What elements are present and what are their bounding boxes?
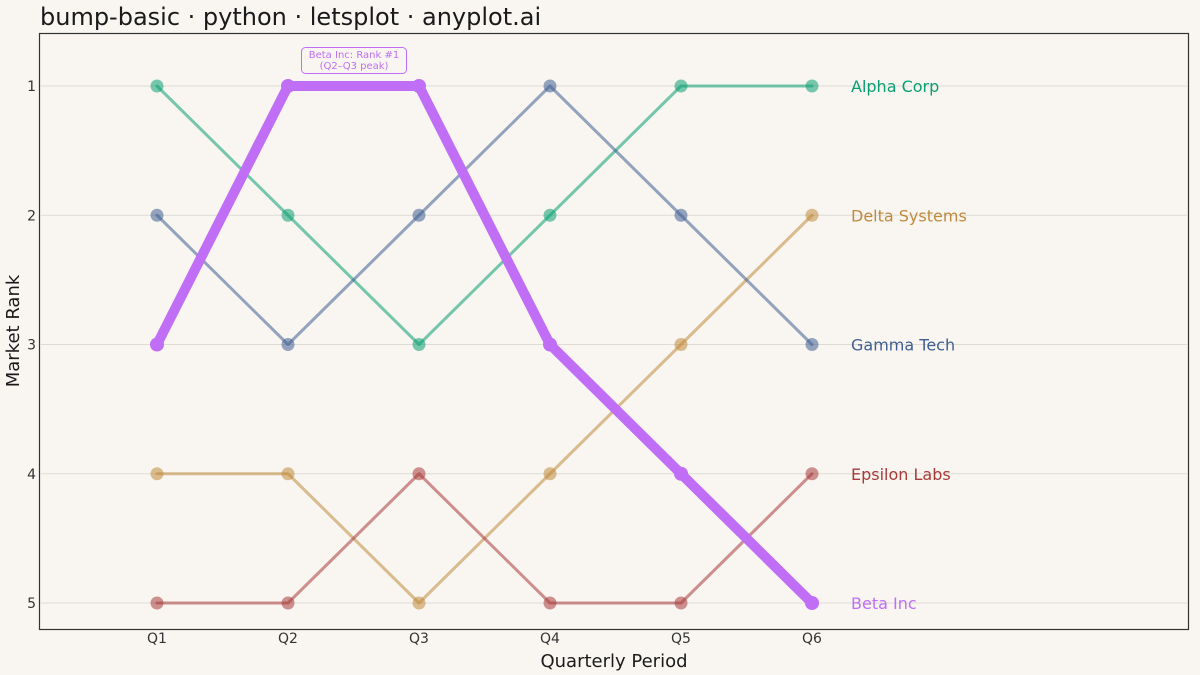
data-point <box>805 467 819 481</box>
data-point <box>281 467 295 481</box>
x-tick-label: Q5 <box>671 631 691 647</box>
x-tick-label: Q1 <box>147 631 167 647</box>
y-tick-label: 5 <box>27 596 36 612</box>
series-line <box>155 213 814 605</box>
series-delta-systems <box>150 208 819 610</box>
data-point <box>150 208 164 222</box>
data-point <box>150 596 164 610</box>
series-label-epsilon-labs: Epsilon Labs <box>851 465 951 484</box>
data-point <box>150 337 164 352</box>
series-line <box>152 81 817 608</box>
data-point <box>674 466 688 481</box>
y-tick-label: 1 <box>27 79 36 95</box>
x-tick-label: Q6 <box>802 631 822 647</box>
series-gamma-tech <box>150 79 819 351</box>
data-point <box>412 596 426 610</box>
data-point <box>674 338 688 351</box>
y-axis-label: Market Rank <box>3 274 24 387</box>
series-label-gamma-tech: Gamma Tech <box>851 336 955 355</box>
plot-frame <box>38 32 1190 631</box>
data-point <box>543 467 557 481</box>
series-label-beta-inc: Beta Inc <box>851 594 917 613</box>
y-tick-label: 2 <box>27 208 36 224</box>
y-tick-label: 4 <box>27 467 36 483</box>
data-point <box>412 208 426 222</box>
x-tick-label: Q4 <box>540 631 560 647</box>
data-point <box>674 596 688 610</box>
data-point <box>281 79 295 93</box>
x-axis-label: Quarterly Period <box>540 651 687 672</box>
data-point <box>674 79 688 93</box>
data-point <box>805 208 819 222</box>
annotation-text: Beta Inc: Rank #1 <box>309 50 399 61</box>
data-point <box>412 338 426 351</box>
series-beta-inc <box>150 79 819 610</box>
data-point <box>543 208 557 222</box>
data-point <box>805 596 819 610</box>
series-alpha-corp <box>150 79 819 351</box>
series-label-alpha-corp: Alpha Corp <box>851 77 939 96</box>
data-point <box>543 596 557 610</box>
data-point <box>281 596 295 610</box>
data-point <box>150 467 164 481</box>
series-label-delta-systems: Delta Systems <box>851 206 967 225</box>
series-line <box>155 472 814 605</box>
y-tick-label: 3 <box>27 338 36 354</box>
chart-title: bump-basic · python · letsplot · anyplot… <box>40 3 541 31</box>
data-point <box>281 208 295 222</box>
series-epsilon-labs <box>150 467 819 610</box>
x-tick-label: Q2 <box>278 631 298 647</box>
series-line <box>155 84 814 346</box>
annotation: Beta Inc: Rank #1(Q2–Q3 peak) <box>301 47 407 74</box>
data-point <box>805 338 819 351</box>
data-point <box>674 208 688 222</box>
data-point <box>543 337 557 352</box>
series-layer <box>150 79 819 610</box>
grid-lines <box>40 85 1188 604</box>
data-point <box>805 79 819 93</box>
y-tick-labels: 1 2 3 4 5 <box>27 79 36 612</box>
data-point <box>150 79 164 93</box>
annotation-text: (Q2–Q3 peak) <box>320 61 389 72</box>
x-tick-label: Q3 <box>409 631 429 647</box>
data-point <box>543 79 557 93</box>
series-line <box>155 84 814 346</box>
data-point <box>412 79 426 93</box>
data-point <box>281 338 295 351</box>
x-tick-labels: Q1 Q2 Q3 Q4 Q5 Q6 <box>147 631 822 647</box>
annotation-box <box>301 47 407 74</box>
series-labels: Alpha Corp Delta Systems Gamma Tech Epsilon… <box>851 77 967 613</box>
data-point <box>412 467 426 481</box>
